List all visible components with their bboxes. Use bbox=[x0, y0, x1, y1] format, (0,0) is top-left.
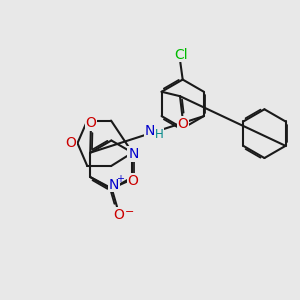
Text: Cl: Cl bbox=[174, 48, 188, 62]
Text: O: O bbox=[178, 116, 188, 130]
Text: +: + bbox=[116, 174, 124, 184]
Text: O: O bbox=[85, 116, 96, 130]
Text: O: O bbox=[113, 208, 124, 222]
Text: H: H bbox=[155, 128, 164, 142]
Text: −: − bbox=[125, 207, 134, 217]
Text: N: N bbox=[109, 178, 119, 192]
Text: N: N bbox=[128, 147, 139, 161]
Text: O: O bbox=[65, 136, 76, 150]
Text: O: O bbox=[128, 174, 139, 188]
Text: N: N bbox=[144, 124, 154, 138]
